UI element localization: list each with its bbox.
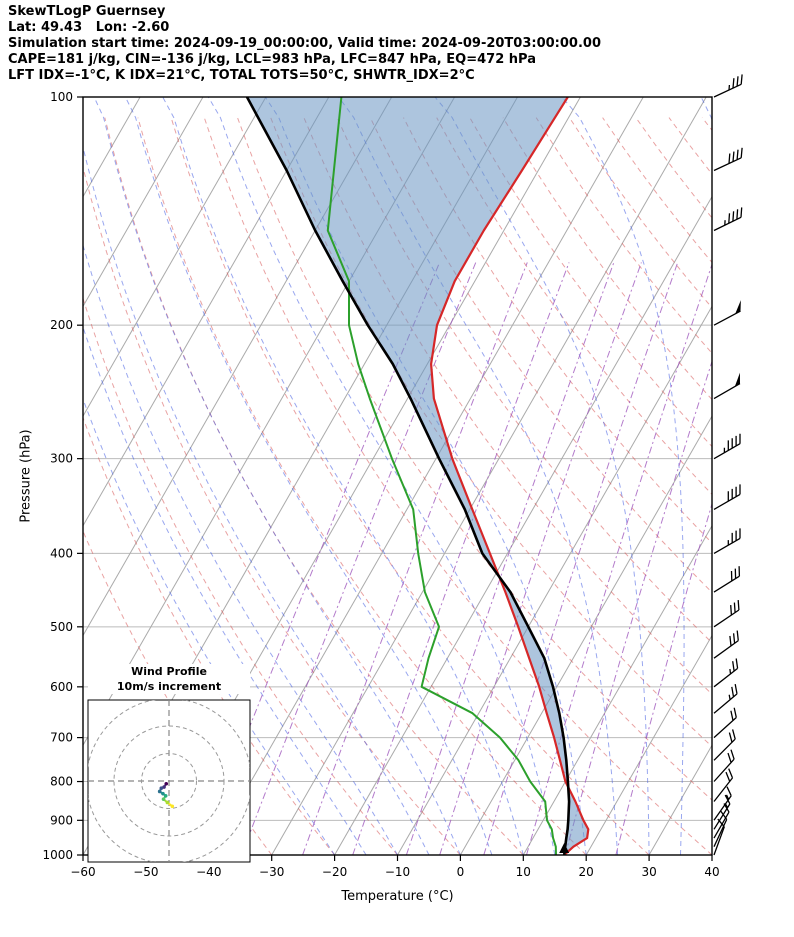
indices-line-2: LFT IDX=-1°C, K IDX=21°C, TOTAL TOTS=50°… [8, 68, 475, 83]
hodograph-inset [87, 699, 251, 863]
hodograph-point [164, 781, 169, 786]
hodograph-point [170, 804, 175, 809]
svg-text:10: 10 [516, 865, 531, 879]
indices-line-1: CAPE=181 j/kg, CIN=-136 j/kg, LCL=983 hP… [8, 52, 536, 67]
svg-text:700: 700 [50, 731, 73, 745]
svg-text:−40: −40 [196, 865, 221, 879]
hodograph-content [88, 700, 250, 862]
parcel-line [245, 97, 571, 855]
wind-profile-inset-title: Wind Profile 10m/s increment [88, 664, 250, 694]
hodograph-ring [113, 725, 225, 837]
svg-text:20: 20 [579, 865, 594, 879]
svg-text:−20: −20 [322, 865, 347, 879]
x-axis-label: Temperature (°C) [341, 889, 454, 904]
mixing-ratio-lines [198, 262, 712, 855]
chart-title: SkewTLogP Guernsey [8, 4, 166, 19]
svg-text:−30: −30 [259, 865, 284, 879]
inset-title-line2: 10m/s increment [116, 680, 222, 693]
svg-text:1000: 1000 [42, 848, 73, 862]
moist-adiabats [83, 97, 712, 855]
time-line: Simulation start time: 2024-09-19_00:00:… [8, 36, 601, 51]
hodograph-point [161, 791, 165, 796]
svg-text:200: 200 [50, 318, 73, 332]
hodograph-point [159, 786, 164, 790]
surface-parcel-marker [559, 843, 570, 853]
hodograph-point [165, 800, 170, 805]
svg-text:−50: −50 [133, 865, 158, 879]
svg-text:−10: −10 [385, 865, 410, 879]
axis-ticks: −60 −50 −40 −30 −20 −10 0 10 20 30 40 100 200 300 400 5… [42, 90, 719, 879]
hodograph-point [161, 797, 166, 801]
svg-text:30: 30 [641, 865, 656, 879]
svg-text:40: 40 [704, 865, 719, 879]
temperature-line [430, 97, 590, 855]
hodograph-point [163, 794, 168, 798]
location-line: Lat: 49.43 Lon: -2.60 [8, 20, 170, 35]
svg-text:600: 600 [50, 680, 73, 694]
svg-text:500: 500 [50, 620, 73, 634]
cape-shading [247, 97, 589, 855]
inset-title-line1: Wind Profile [131, 665, 207, 678]
svg-text:800: 800 [50, 775, 73, 789]
hodograph-point [162, 785, 166, 789]
hodograph-ring [141, 753, 197, 809]
svg-text:300: 300 [50, 452, 73, 466]
wind-barbs [713, 74, 743, 856]
svg-text:100: 100 [50, 90, 73, 104]
svg-text:0: 0 [457, 865, 465, 879]
svg-text:−60: −60 [70, 865, 95, 879]
dewpoint-line [326, 97, 557, 855]
hodograph-point [157, 789, 162, 794]
svg-text:400: 400 [50, 546, 73, 560]
y-axis-label: Pressure (hPa) [18, 429, 34, 523]
svg-text:900: 900 [50, 813, 73, 827]
